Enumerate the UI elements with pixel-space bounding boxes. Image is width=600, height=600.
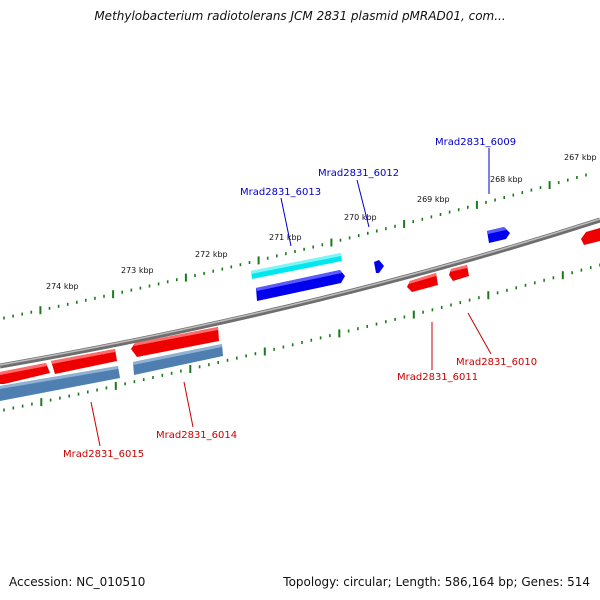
feature-block-steelblue-left-shade bbox=[0, 366, 118, 389]
scale-label: 267 kbp bbox=[564, 153, 597, 162]
gene-arrow-mrad2831-6015[interactable] bbox=[51, 349, 117, 374]
gene-arrow-mrad2831-6014-shade bbox=[134, 327, 218, 346]
page-title: Methylobacterium radiotolerans JCM 2831 … bbox=[94, 9, 506, 23]
scale-ticks-upper bbox=[3, 173, 587, 320]
gene-arrow-mrad2831-6013[interactable] bbox=[256, 270, 345, 301]
scale-label: 273 kbp bbox=[121, 266, 154, 275]
scale-label: 269 kbp bbox=[417, 195, 450, 204]
scale-label: 271 kbp bbox=[269, 233, 302, 242]
gene-label-mrad2831-6012[interactable]: Mrad2831_6012 bbox=[318, 168, 399, 179]
gene-arrow-mrad2831-6011[interactable] bbox=[407, 273, 438, 292]
scale-label: 270 kbp bbox=[344, 213, 377, 222]
genome-summary-text: Topology: circular; Length: 586,164 bp; … bbox=[283, 575, 590, 589]
sequence-backbone bbox=[0, 217, 600, 369]
sequence-backbone-highlight bbox=[0, 218, 600, 366]
leader-line bbox=[90, 401, 101, 447]
scale-labels: 274 kbp 273 kbp 272 kbp 271 kbp 270 kbp … bbox=[46, 153, 597, 291]
forward-features bbox=[251, 227, 510, 301]
feature-block-steelblue-right[interactable] bbox=[133, 344, 223, 375]
gene-label-mrad2831-6011[interactable]: Mrad2831_6011 bbox=[397, 372, 478, 383]
gene-label-mrad2831-6010[interactable]: Mrad2831_6010 bbox=[456, 357, 537, 368]
gene-arrow-mrad2831-6010-shade bbox=[450, 265, 467, 272]
scale-label: 274 kbp bbox=[46, 282, 79, 291]
gene-arrow-mrad2831-6011-shade bbox=[409, 273, 436, 284]
gene-arrow-mrad2831-6013-shade bbox=[256, 270, 342, 291]
leader-line bbox=[280, 197, 292, 247]
gene-arrow-partial-left-shade bbox=[0, 363, 47, 375]
gene-labels: Mrad2831_6009 Mrad2831_6012 Mrad2831_601… bbox=[63, 137, 537, 460]
feature-block-cyan-shade bbox=[251, 253, 341, 274]
gene-arrow-mrad2831-6009-shade bbox=[487, 227, 506, 234]
gene-label-mrad2831-6013[interactable]: Mrad2831_6013 bbox=[240, 187, 321, 198]
gene-label-mrad2831-6009[interactable]: Mrad2831_6009 bbox=[435, 137, 516, 148]
gene-arrow-mrad2831-6014[interactable] bbox=[131, 327, 219, 357]
leader-line bbox=[467, 312, 492, 355]
gene-arrow-mrad2831-6015-shade bbox=[51, 349, 115, 364]
gene-arrow-partial-left[interactable] bbox=[0, 363, 50, 384]
gene-label-mrad2831-6014[interactable]: Mrad2831_6014 bbox=[156, 430, 237, 441]
accession-text: Accession: NC_010510 bbox=[9, 575, 146, 589]
feature-block-steelblue-left[interactable] bbox=[0, 366, 120, 401]
scale-ticks-lower bbox=[3, 263, 600, 412]
gene-arrow-mrad2831-6012[interactable] bbox=[374, 260, 384, 273]
gene-label-mrad2831-6015[interactable]: Mrad2831_6015 bbox=[63, 449, 144, 460]
scale-label: 272 kbp bbox=[195, 250, 228, 259]
leader-line bbox=[356, 179, 370, 228]
feature-block-steelblue-right-shade bbox=[133, 344, 222, 365]
reverse-features bbox=[0, 228, 600, 401]
scale-label: 268 kbp bbox=[490, 175, 523, 184]
gene-arrow-partial-right[interactable] bbox=[581, 228, 600, 245]
leader-line bbox=[183, 381, 194, 428]
